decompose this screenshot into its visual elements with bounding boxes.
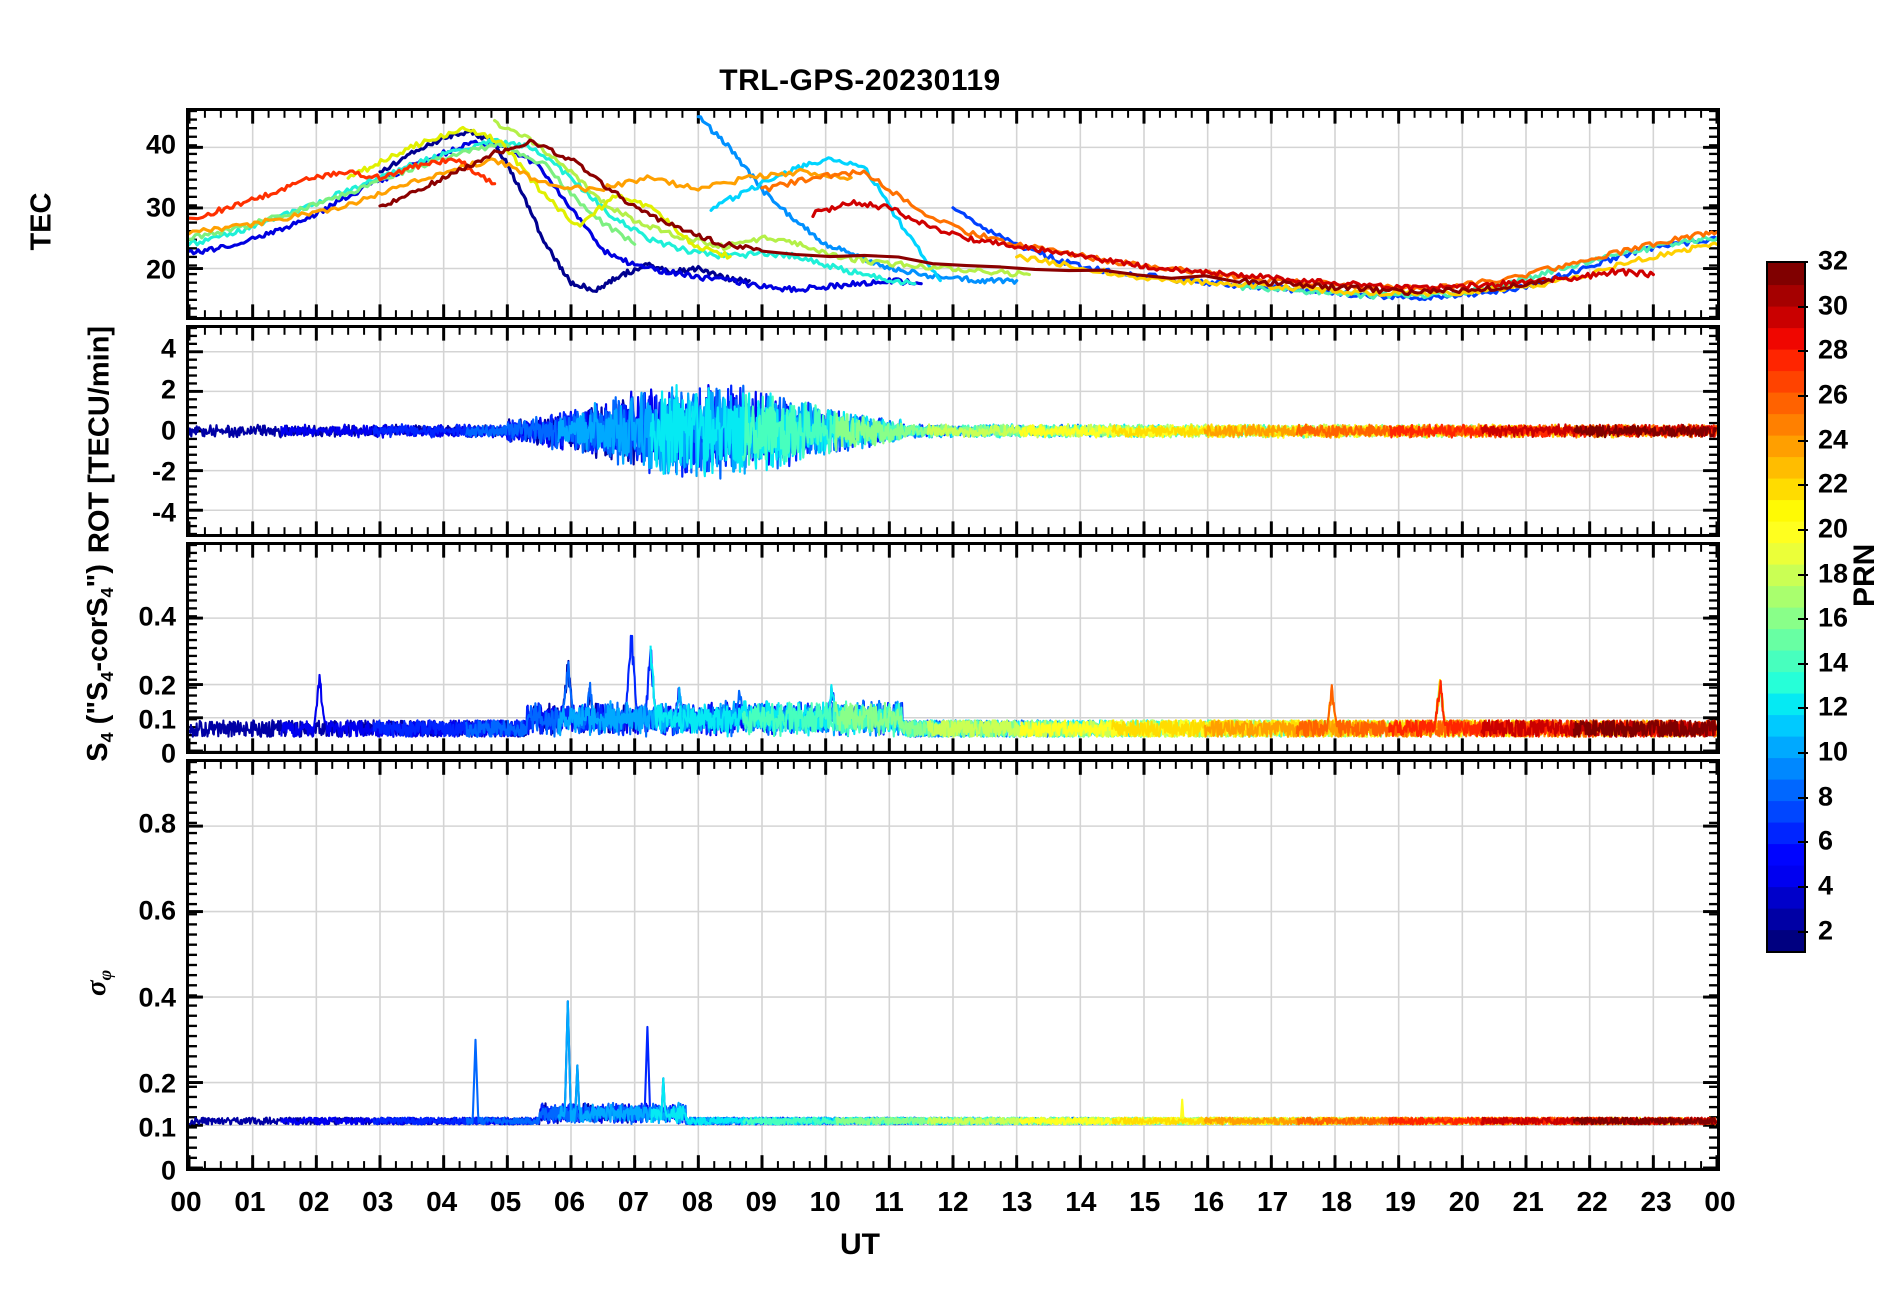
xtick-label: 00 xyxy=(1704,1186,1736,1217)
xtick-label: 15 xyxy=(1129,1186,1161,1217)
colorbar-tick-mark xyxy=(1798,394,1808,397)
colorbar-tick-mark xyxy=(1798,528,1808,531)
xtick-label: 04 xyxy=(426,1186,458,1217)
xtick-label: 10 xyxy=(809,1186,841,1217)
colorbar-tick-mark xyxy=(1798,841,1808,844)
colorbar-tick-mark xyxy=(1798,439,1808,442)
xtick-label: 00 xyxy=(170,1186,202,1217)
sigma-phi-axis-label: σφ xyxy=(80,923,116,1043)
xtick-label: 19 xyxy=(1384,1186,1416,1217)
ytick-label: -2 xyxy=(151,456,176,487)
sigma-phi-ytick-labels: 0 0.1 0.2 0.4 0.6 0.8 xyxy=(66,759,176,1186)
rot-ytick-labels: -4 -2 0 2 4 xyxy=(66,325,176,537)
colorbar-tick-label: 24 xyxy=(1818,424,1849,455)
xtick-label: 20 xyxy=(1448,1186,1480,1217)
panel-sigma-phi xyxy=(186,759,1720,1171)
xtick-label: 01 xyxy=(234,1186,266,1217)
ytick-label: 0 xyxy=(160,1155,176,1186)
xtick-label: 08 xyxy=(681,1186,713,1217)
tec-axis-label: TEC xyxy=(25,192,58,251)
panel-tec xyxy=(186,108,1720,320)
colorbar-tick-mark xyxy=(1798,662,1808,665)
ytick-label: -4 xyxy=(151,497,176,528)
ytick-label: 30 xyxy=(145,192,176,223)
colorbar-tick-label: 28 xyxy=(1818,334,1849,365)
colorbar-tick-mark xyxy=(1798,573,1808,576)
ytick-label: 0 xyxy=(160,415,176,446)
xtick-label: 06 xyxy=(553,1186,586,1217)
ytick-label: 0.6 xyxy=(138,895,176,926)
tec-plot-area xyxy=(189,111,1717,317)
xtick-label: 13 xyxy=(1001,1186,1033,1217)
colorbar-tick-mark xyxy=(1798,350,1808,353)
rot-plot-area xyxy=(189,328,1717,534)
colorbar-tick-mark xyxy=(1798,796,1808,799)
ytick-label: 0.8 xyxy=(138,808,176,839)
xtick-label: 23 xyxy=(1640,1186,1672,1217)
xtick-label: 12 xyxy=(937,1186,969,1217)
colorbar-gradient xyxy=(1768,263,1804,952)
x-axis-label: UT xyxy=(840,1228,880,1261)
ytick-label: 20 xyxy=(145,254,176,285)
xtick-label: 16 xyxy=(1193,1186,1225,1217)
xtick-label: 14 xyxy=(1065,1186,1097,1217)
colorbar-tick-label: 12 xyxy=(1818,691,1849,722)
xtick-label: 18 xyxy=(1320,1186,1353,1217)
colorbar-tick-label: 14 xyxy=(1818,647,1849,678)
colorbar-tick-label: 10 xyxy=(1818,736,1849,767)
ytick-label: 4 xyxy=(160,333,176,364)
ytick-label: 2 xyxy=(160,374,176,405)
s4-axis-label-text: S4 ("S4-corS4") xyxy=(82,564,117,762)
colorbar-tick-mark xyxy=(1798,930,1808,933)
xtick-label: 05 xyxy=(490,1186,522,1217)
colorbar-tick-label: 16 xyxy=(1818,602,1849,633)
s4-plot-area xyxy=(189,545,1717,751)
xtick-label: 11 xyxy=(874,1186,904,1217)
xtick-label: 09 xyxy=(745,1186,777,1217)
colorbar-tick-label: 20 xyxy=(1818,513,1849,544)
xtick-label: 07 xyxy=(617,1186,649,1217)
colorbar-tick-mark xyxy=(1798,707,1808,710)
colorbar xyxy=(1766,261,1806,953)
colorbar-label: PRN xyxy=(1848,543,1881,607)
ytick-label: 40 xyxy=(145,129,176,160)
colorbar-tick-label: 22 xyxy=(1818,468,1849,499)
ytick-label: 0.2 xyxy=(138,670,176,701)
xtick-label: 03 xyxy=(362,1186,394,1217)
colorbar-tick-label: 26 xyxy=(1818,379,1849,410)
colorbar-tick-mark xyxy=(1798,618,1808,621)
xtick-label: 21 xyxy=(1512,1186,1544,1217)
ytick-label: 0.1 xyxy=(138,704,176,735)
colorbar-tick-label: 4 xyxy=(1818,870,1834,901)
ytick-label: 0.4 xyxy=(138,601,176,632)
panel-s4 xyxy=(186,542,1720,754)
sigma-phi-plot-area xyxy=(189,762,1717,1168)
colorbar-tick-label: 6 xyxy=(1818,825,1834,856)
colorbar-tick-mark xyxy=(1798,484,1808,487)
tec-ytick-labels: 20 30 40 xyxy=(66,108,176,320)
ytick-label: 0 xyxy=(160,738,176,769)
phi-symbol: φ xyxy=(94,969,115,981)
colorbar-tick-mark xyxy=(1798,752,1808,755)
colorbar-tick-label: 2 xyxy=(1818,915,1834,946)
s4-ytick-labels: 0 0.1 0.2 0.4 xyxy=(66,542,176,769)
xtick-label: 17 xyxy=(1257,1186,1289,1217)
colorbar-tick-mark xyxy=(1798,305,1808,308)
xtick-label: 02 xyxy=(298,1186,330,1217)
sigma-symbol: σ xyxy=(80,980,113,996)
colorbar-tick-mark xyxy=(1798,261,1808,263)
colorbar-tick-label: 18 xyxy=(1818,558,1849,589)
xtick-label: 22 xyxy=(1576,1186,1608,1217)
colorbar-tick-label: 8 xyxy=(1818,781,1834,812)
ytick-label: 0.4 xyxy=(138,982,176,1013)
panel-rot xyxy=(186,325,1720,537)
chart-title: TRL-GPS-20230119 xyxy=(719,64,1001,97)
ytick-label: 0.2 xyxy=(138,1068,176,1099)
ytick-label: 0.1 xyxy=(138,1112,176,1143)
colorbar-tick-label: 32 xyxy=(1818,245,1849,276)
colorbar-tick-mark xyxy=(1798,886,1808,889)
colorbar-tick-label: 30 xyxy=(1818,290,1849,321)
